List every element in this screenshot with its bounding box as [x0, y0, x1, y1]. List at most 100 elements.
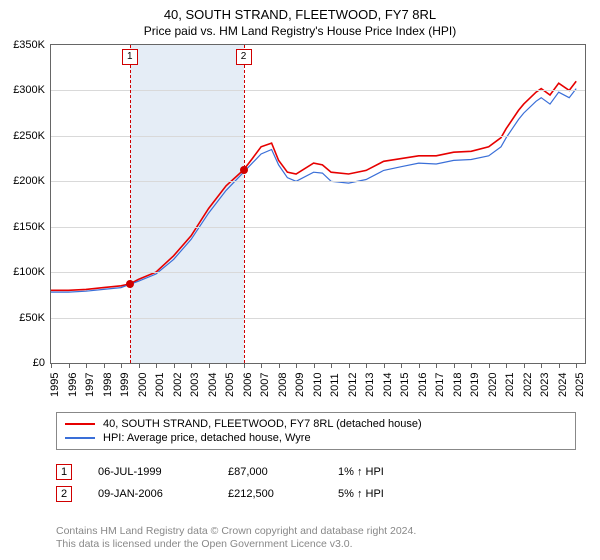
x-tick [279, 363, 280, 368]
x-axis-label: 2002 [172, 373, 184, 397]
x-tick [576, 363, 577, 368]
x-axis-label: 2000 [137, 373, 149, 397]
event-price: £87,000 [228, 466, 338, 478]
event-vertical-line [130, 45, 131, 363]
x-tick [191, 363, 192, 368]
y-axis-label: £250K [5, 130, 45, 142]
event-marker-icon: 2 [56, 486, 72, 502]
event-hpi: 1% ↑ HPI [338, 466, 384, 478]
event-marker-icon: 2 [236, 49, 252, 65]
y-axis-label: £0 [5, 357, 45, 369]
event-row: 1 06-JUL-1999 £87,000 1% ↑ HPI [40, 460, 580, 482]
x-axis-label: 2013 [364, 373, 376, 397]
x-axis-label: 2001 [154, 373, 166, 397]
gridline [51, 272, 585, 273]
x-axis-label: 2004 [207, 373, 219, 397]
x-tick [209, 363, 210, 368]
event-marker-icon: 1 [56, 464, 72, 480]
x-axis-label: 2019 [469, 373, 481, 397]
x-tick [261, 363, 262, 368]
legend-box: 40, SOUTH STRAND, FLEETWOOD, FY7 8RL (de… [56, 412, 576, 450]
x-tick [121, 363, 122, 368]
legend-swatch [65, 423, 95, 425]
gridline [51, 318, 585, 319]
y-axis-label: £300K [5, 84, 45, 96]
gridline [51, 227, 585, 228]
x-axis-label: 1999 [119, 373, 131, 397]
x-axis-label: 2016 [417, 373, 429, 397]
x-axis-label: 2012 [347, 373, 359, 397]
sale-point [126, 280, 134, 288]
x-tick [559, 363, 560, 368]
x-axis-label: 2023 [539, 373, 551, 397]
chart-title: 40, SOUTH STRAND, FLEETWOOD, FY7 8RL [0, 0, 600, 24]
x-axis-label: 2021 [504, 373, 516, 397]
sale-point [240, 166, 248, 174]
x-axis-label: 2022 [522, 373, 534, 397]
x-tick [174, 363, 175, 368]
y-axis-label: £200K [5, 175, 45, 187]
legend-row: 40, SOUTH STRAND, FLEETWOOD, FY7 8RL (de… [65, 417, 567, 431]
x-tick [489, 363, 490, 368]
x-axis-label: 2009 [294, 373, 306, 397]
x-axis-label: 2015 [399, 373, 411, 397]
x-axis-label: 1998 [102, 373, 114, 397]
chart-subtitle: Price paid vs. HM Land Registry's House … [0, 24, 600, 38]
x-tick [314, 363, 315, 368]
x-axis-label: 2003 [189, 373, 201, 397]
x-axis-label: 2014 [382, 373, 394, 397]
x-tick [349, 363, 350, 368]
event-date: 09-JAN-2006 [98, 488, 228, 500]
event-vertical-line [244, 45, 245, 363]
x-tick [524, 363, 525, 368]
x-axis-label: 2018 [452, 373, 464, 397]
x-tick [436, 363, 437, 368]
x-tick [366, 363, 367, 368]
legend-label: HPI: Average price, detached house, Wyre [103, 432, 311, 444]
x-tick [296, 363, 297, 368]
x-tick [506, 363, 507, 368]
x-tick [86, 363, 87, 368]
y-axis-label: £100K [5, 266, 45, 278]
y-axis-label: £150K [5, 221, 45, 233]
chart-lines [51, 45, 585, 363]
x-tick [401, 363, 402, 368]
legend-swatch [65, 437, 95, 439]
x-tick [331, 363, 332, 368]
x-axis-label: 2025 [574, 373, 586, 397]
event-marker-icon: 1 [122, 49, 138, 65]
attribution-line: Contains HM Land Registry data © Crown c… [56, 525, 416, 539]
x-tick [51, 363, 52, 368]
events-table: 1 06-JUL-1999 £87,000 1% ↑ HPI 2 09-JAN-… [40, 460, 580, 504]
x-axis-label: 1995 [49, 373, 61, 397]
attribution-text: Contains HM Land Registry data © Crown c… [56, 525, 416, 552]
y-axis-label: £350K [5, 39, 45, 51]
event-date: 06-JUL-1999 [98, 466, 228, 478]
x-tick [541, 363, 542, 368]
x-tick [384, 363, 385, 368]
event-row: 2 09-JAN-2006 £212,500 5% ↑ HPI [40, 482, 580, 504]
x-axis-label: 2017 [434, 373, 446, 397]
x-axis-label: 2008 [277, 373, 289, 397]
x-tick [471, 363, 472, 368]
event-price: £212,500 [228, 488, 338, 500]
x-tick [419, 363, 420, 368]
x-axis-label: 2005 [224, 373, 236, 397]
y-axis-label: £50K [5, 312, 45, 324]
x-tick [454, 363, 455, 368]
x-axis-label: 1997 [84, 373, 96, 397]
x-axis-label: 1996 [67, 373, 79, 397]
x-tick [244, 363, 245, 368]
event-hpi: 5% ↑ HPI [338, 488, 384, 500]
legend-label: 40, SOUTH STRAND, FLEETWOOD, FY7 8RL (de… [103, 418, 422, 430]
x-axis-label: 2010 [312, 373, 324, 397]
chart-plot-area: £0£50K£100K£150K£200K£250K£300K£350K1219… [50, 44, 586, 364]
x-tick [156, 363, 157, 368]
gridline [51, 181, 585, 182]
x-axis-label: 2006 [242, 373, 254, 397]
x-tick [104, 363, 105, 368]
gridline [51, 136, 585, 137]
x-tick [226, 363, 227, 368]
x-axis-label: 2020 [487, 373, 499, 397]
x-tick [139, 363, 140, 368]
